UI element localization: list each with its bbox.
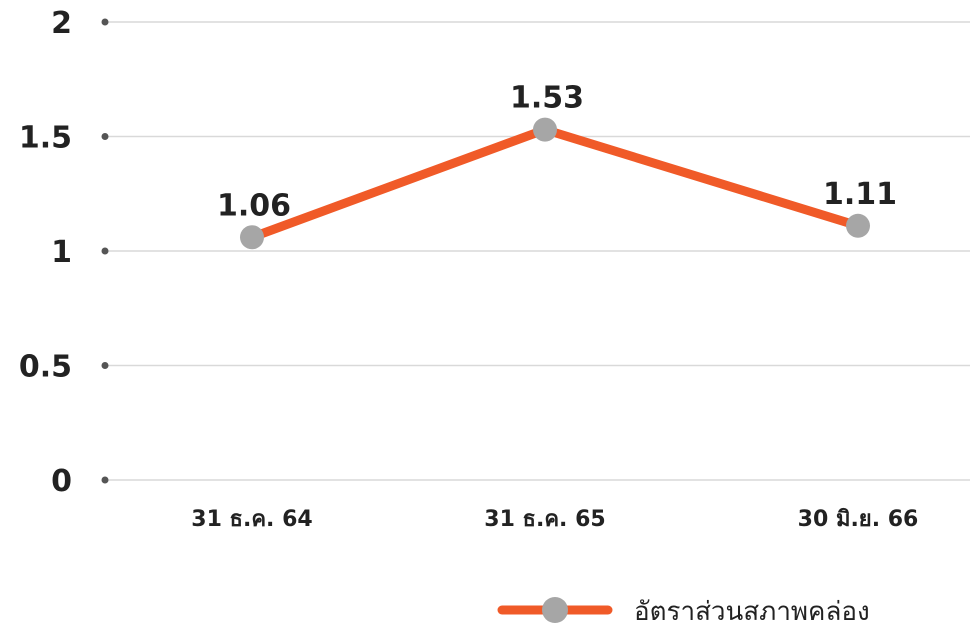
- x-tick-label: 30 มิ.ย. 66: [798, 507, 919, 532]
- gridlines: [105, 21, 970, 481]
- x-tick-label: 31 ธ.ค. 65: [484, 507, 605, 532]
- y-axis: 0 0.5 1 1.5 2: [19, 6, 109, 499]
- data-point: [846, 213, 870, 238]
- data-label: 1.06: [217, 188, 291, 223]
- y-tick-mark: [101, 476, 109, 484]
- y-tick-mark: [101, 133, 109, 140]
- series-line: [247, 125, 863, 242]
- legend-marker-swatch: [542, 597, 568, 623]
- data-point: [240, 225, 264, 250]
- x-tick-label: 31 ธ.ค. 64: [191, 507, 312, 532]
- data-label: 1.11: [823, 177, 897, 212]
- x-axis: 31 ธ.ค. 64 31 ธ.ค. 65 30 มิ.ย. 66: [191, 507, 918, 532]
- y-tick-label: 1: [51, 235, 72, 270]
- y-tick-label: 0.5: [19, 350, 72, 385]
- data-labels: 1.06 1.53 1.11: [217, 81, 897, 224]
- data-label: 1.53: [510, 81, 584, 116]
- legend-label: อัตราส่วนสภาพคล่อง: [634, 597, 870, 624]
- y-tick-mark: [101, 247, 109, 255]
- y-tick-mark: [101, 18, 109, 26]
- data-point: [533, 117, 557, 142]
- y-tick-mark: [101, 362, 109, 369]
- y-tick-label: 2: [51, 6, 72, 41]
- y-tick-label: 1.5: [19, 121, 72, 156]
- series-layer: [240, 117, 870, 250]
- y-tick-label: 0: [51, 464, 72, 499]
- legend: อัตราส่วนสภาพคล่อง: [497, 597, 870, 624]
